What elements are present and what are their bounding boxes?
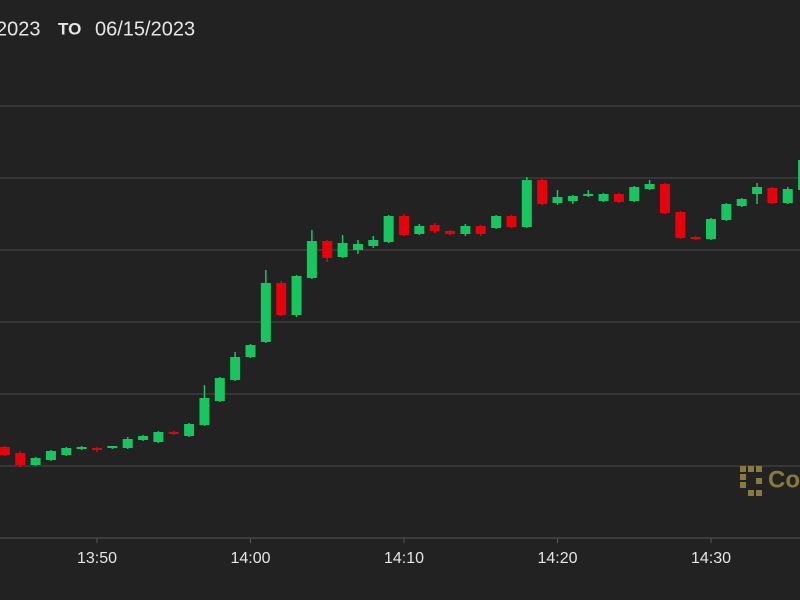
candle-body	[337, 243, 348, 257]
candle-body	[629, 187, 640, 201]
candle-body	[429, 225, 440, 231]
candle-body	[107, 446, 118, 448]
date-to: 06/15/2023	[95, 18, 195, 40]
candle-body	[383, 216, 394, 242]
x-tick-label: 14:30	[691, 550, 731, 567]
candle-body	[721, 204, 732, 220]
candle-body	[45, 451, 56, 460]
candle-body	[291, 276, 302, 315]
candle-body	[567, 196, 578, 201]
candle-body	[475, 226, 486, 234]
candle-body	[92, 448, 102, 450]
candle-body	[782, 189, 793, 203]
candle-body	[598, 194, 609, 201]
candle-body	[245, 345, 256, 357]
candle-body	[352, 244, 363, 250]
candle-body	[752, 187, 763, 194]
candle-body	[260, 283, 271, 342]
candle-body	[0, 447, 10, 455]
candle-body	[460, 226, 471, 234]
candle-body	[30, 458, 41, 465]
candle-body	[690, 237, 701, 239]
candle-body	[445, 231, 456, 234]
candle-body	[76, 447, 87, 449]
candle-body	[184, 424, 195, 436]
candle-body	[61, 448, 72, 455]
x-tick-label: 14:10	[384, 550, 424, 567]
candle-body	[122, 439, 133, 448]
candle-body	[214, 378, 225, 401]
candle-body	[552, 197, 563, 203]
candle-body	[659, 184, 670, 213]
candle-body	[644, 184, 655, 189]
candle-body	[767, 188, 778, 203]
candle-body	[675, 212, 686, 238]
x-tick-label: 14:20	[537, 550, 577, 567]
candle-body	[506, 216, 517, 227]
candle-body	[798, 160, 800, 190]
candle-body	[276, 283, 287, 315]
candle-body	[306, 241, 317, 278]
candle-body	[736, 199, 747, 206]
candle-body	[138, 436, 149, 440]
candle-body	[491, 216, 502, 228]
date-from: 2023	[0, 18, 41, 40]
candle-body	[168, 432, 179, 434]
candle-body	[322, 241, 333, 258]
candle-body	[15, 453, 26, 465]
candle-body	[583, 194, 594, 196]
watermark-logo	[740, 466, 762, 496]
candle-body	[230, 357, 241, 380]
x-tick-label: 14:00	[230, 550, 270, 567]
candle-body	[153, 432, 164, 442]
candle-body	[414, 226, 425, 234]
candle-body	[199, 398, 210, 425]
x-tick-label: 13:50	[77, 550, 117, 567]
candle-body	[368, 240, 379, 246]
candle-body	[613, 194, 624, 202]
date-to-word: TO	[58, 19, 81, 38]
candle-body	[521, 180, 532, 227]
candle-body	[399, 216, 409, 235]
candle-body	[537, 180, 548, 204]
watermark: Co	[768, 466, 800, 493]
candle-body	[706, 219, 716, 239]
